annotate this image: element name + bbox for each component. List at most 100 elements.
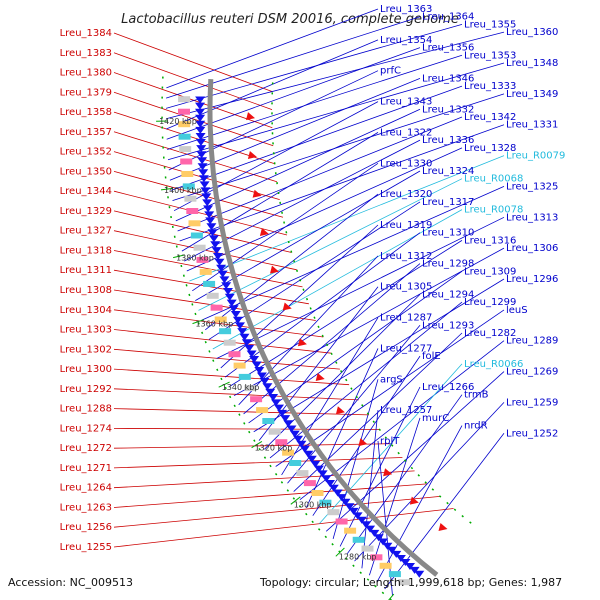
left-gene-label: Lreu_1329 [60, 206, 112, 217]
right-leader-line [332, 379, 379, 540]
reverse-gene-arrow [414, 570, 425, 578]
gene-block [296, 470, 309, 477]
right-leader-line [384, 433, 505, 590]
reverse-gene-arrow [328, 484, 339, 492]
gene-block [244, 385, 257, 392]
reverse-gene-arrow [306, 455, 317, 463]
reverse-gene-arrow [303, 450, 314, 458]
right-leader-line [192, 162, 379, 292]
right-gene-label: Lreu_1310 [422, 228, 474, 239]
reverse-gene-arrow [228, 305, 239, 313]
reverse-gene-arrow [356, 516, 367, 524]
reverse-gene-arrow [289, 430, 300, 438]
right-leader-line [281, 317, 379, 476]
left-gene-label: Lreu_1344 [60, 186, 112, 197]
reverse-gene-arrow [205, 217, 216, 225]
right-gene-label: leuS [506, 305, 528, 316]
reverse-gene-arrow [283, 420, 294, 428]
right-leader-line [179, 124, 505, 242]
right-gene-label: Lreu_1282 [464, 328, 516, 339]
gene-block [289, 460, 302, 466]
right-gene-label: Lreu_1322 [380, 127, 432, 138]
right-gene-label: Lreu_1257 [380, 405, 432, 416]
gene-block [178, 121, 191, 128]
left-leader-line [113, 131, 278, 183]
reverse-gene-arrow [216, 264, 227, 272]
right-gene-label: Lreu_1342 [464, 112, 516, 123]
reverse-gene-arrow [348, 507, 359, 515]
left-leader-line [113, 269, 309, 305]
left-gene-label: Lreu_1274 [60, 423, 112, 434]
left-leader-line [113, 408, 369, 416]
reverse-gene-arrow [344, 503, 355, 511]
reverse-gene-arrow [256, 372, 267, 380]
reverse-gene-arrow [237, 328, 248, 336]
right-gene-label: nrdR [464, 421, 488, 432]
right-leader-line [208, 201, 421, 340]
reverse-gene-arrow [293, 435, 304, 443]
reverse-gene-arrow [409, 566, 420, 574]
reverse-gene-arrow [254, 367, 265, 374]
gene-block [256, 407, 269, 414]
right-gene-label: Lreu_1360 [506, 27, 558, 38]
left-gene-label: Lreu_1358 [60, 107, 112, 118]
right-leader-line [258, 286, 379, 441]
gene-block [228, 351, 241, 358]
right-gene-label: folE [422, 351, 441, 362]
right-leader-line [166, 39, 379, 130]
right-gene-label: Lreu_1312 [380, 251, 432, 262]
gene-block [206, 292, 219, 299]
gene-block [210, 304, 223, 311]
reverse-gene-arrow [277, 409, 288, 417]
left-leader-line [113, 52, 273, 110]
forward-gene-arrow [438, 523, 448, 531]
right-gene-label: Lreu_1293 [422, 320, 474, 331]
gene-block [199, 268, 212, 275]
right-leader-line [166, 47, 421, 140]
left-leader-line [113, 32, 273, 92]
gene-block [178, 108, 190, 115]
gene-block [182, 183, 195, 190]
left-gene-label: Lreu_1383 [60, 48, 112, 59]
left-leader-line [113, 427, 380, 430]
reverse-gene-arrow [208, 235, 219, 243]
reverse-gene-arrow [378, 538, 389, 546]
right-gene-label: Lreu_1317 [422, 197, 474, 208]
right-gene-label: Lreu_R0066 [464, 359, 523, 370]
reverse-gene-arrow [195, 108, 205, 116]
reverse-gene-arrow [336, 494, 347, 502]
reverse-gene-arrow [249, 356, 260, 363]
gene-block [178, 96, 191, 103]
reverse-gene-arrow [246, 350, 257, 358]
right-leader-line [165, 24, 463, 109]
reverse-gene-arrow [340, 498, 351, 506]
right-gene-label: Lreu_1299 [464, 297, 516, 308]
right-leader-line [172, 93, 505, 201]
left-gene-label: Lreu_1263 [60, 503, 112, 514]
reverse-gene-arrow [386, 546, 397, 554]
gene-block [335, 518, 348, 525]
right-gene-label: Lreu_1252 [506, 428, 558, 439]
left-leader-line [113, 309, 324, 338]
reverse-gene-arrow [299, 445, 310, 453]
reverse-gene-arrow [201, 193, 212, 201]
gene-block [250, 396, 263, 403]
accession-text: Accession: NC_009513 [8, 576, 133, 589]
left-leader-line [113, 470, 415, 489]
reverse-gene-arrow [226, 299, 237, 307]
reverse-gene-arrow [317, 470, 328, 478]
kbp-tick-mark [218, 381, 230, 388]
left-gene-label: Lreu_1311 [60, 265, 112, 276]
left-gene-label: Lreu_1308 [60, 285, 112, 296]
left-leader-line [113, 496, 441, 528]
forward-gene-arrow [246, 112, 255, 121]
right-leader-line [198, 178, 463, 311]
reverse-gene-arrow [207, 229, 218, 237]
right-gene-label: Lreu_1298 [422, 259, 474, 270]
right-gene-label: Lreu_1266 [422, 382, 474, 393]
reverse-gene-arrow [251, 361, 262, 369]
reverse-gene-arrow [259, 377, 270, 385]
reverse-gene-arrow [265, 388, 276, 396]
reverse-gene-arrow [221, 282, 232, 290]
